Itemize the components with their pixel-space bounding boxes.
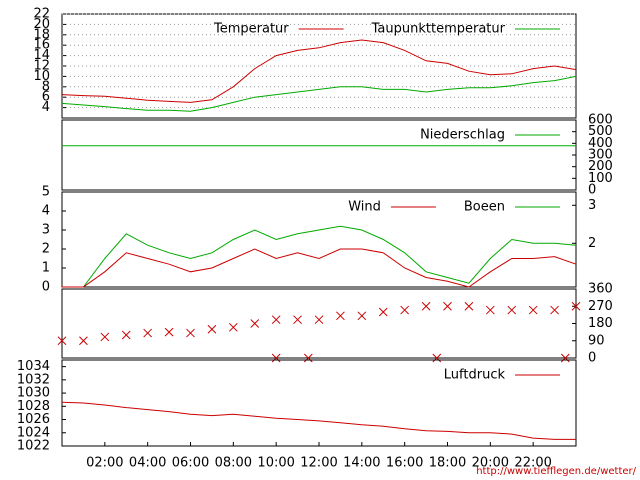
y-tick-label: 8 [42, 79, 50, 94]
scatter-point [250, 319, 260, 328]
y-tick-label: 6 [42, 90, 50, 105]
y2-tick-label: 0 [588, 183, 596, 198]
scatter-point [571, 301, 581, 311]
x-tick-label: 06:00 [172, 456, 209, 471]
series-line [61, 75, 577, 112]
scatter-point [57, 336, 67, 346]
y2-tick-label: 100 [588, 171, 613, 186]
legend-label: Luftdruck [444, 368, 506, 383]
y-tick-label: 22 [33, 7, 50, 22]
scatter-point [485, 305, 495, 315]
y2-tick-label: 0 [588, 351, 596, 366]
scatter-point [432, 353, 442, 363]
scatter-point [293, 315, 302, 325]
scatter-point [443, 301, 452, 311]
x-tick-label: 12:00 [300, 456, 337, 471]
y-tick-label: 16 [33, 38, 50, 53]
y-tick-label: 0 [42, 280, 50, 295]
x-tick-label: 08:00 [215, 456, 252, 471]
y2-tick-label: 270 [588, 299, 613, 314]
legend-label: Niederschlag [420, 128, 505, 143]
scatter-point [121, 330, 131, 340]
y2-tick-label: 500 [588, 124, 613, 139]
scatter-point [228, 322, 238, 332]
scatter-point [400, 305, 410, 315]
scatter-point [164, 327, 174, 337]
series-line [61, 401, 576, 440]
scatter-point [271, 353, 281, 363]
scatter-point [528, 305, 538, 315]
scatter-point [207, 324, 217, 334]
scatter-point [314, 315, 324, 325]
x-tick-label: 02:00 [86, 456, 123, 471]
y2-tick-label: 300 [588, 148, 613, 163]
scatter-point [336, 311, 345, 321]
scatter-point [357, 311, 367, 321]
y2-tick-label: 360 [588, 282, 613, 297]
y-tick-label: 4 [42, 204, 50, 219]
scatter-point [560, 353, 570, 363]
y2-tick-label: 400 [588, 136, 613, 151]
y-tick-label: 1026 [17, 412, 50, 427]
y-tick-label: 20 [33, 17, 50, 32]
y2-tick-label: 200 [588, 159, 613, 174]
scatter-point [550, 305, 559, 315]
y-tick-label: 18 [33, 27, 50, 42]
footer-url: http://www.tiefflegen.de/wetter/ [476, 466, 636, 477]
x-tick-label: 20:00 [472, 456, 509, 471]
y-tick-label: 10 [33, 69, 50, 84]
scatter-point [507, 305, 517, 315]
y-tick-label: 1030 [17, 386, 50, 401]
y2-tick-label: 90 [588, 333, 605, 348]
y-tick-label: 5 [42, 185, 50, 200]
y2-tick-label: 3 [588, 198, 596, 213]
series-line [62, 248, 577, 288]
x-tick-label: 22:00 [514, 456, 551, 471]
x-tick-label: 18:00 [429, 456, 466, 471]
y-tick-label: 1034 [17, 359, 50, 374]
scatter-point [79, 336, 88, 346]
x-tick-label: 10:00 [257, 456, 294, 471]
y-tick-label: 12 [33, 59, 50, 74]
y-tick-label: 3 [42, 223, 50, 238]
y2-tick-label: 2 [588, 236, 596, 251]
series-line [61, 39, 577, 103]
x-tick-label: 16:00 [386, 456, 423, 471]
scatter-point [464, 301, 474, 311]
y-tick-label: 1032 [17, 372, 50, 387]
y-tick-label: 1022 [17, 439, 50, 454]
legend-label: Boeen [464, 200, 505, 215]
x-tick-label: 14:00 [343, 456, 380, 471]
legend-label: Temperatur [213, 22, 289, 37]
scatter-point [421, 301, 431, 311]
y-tick-label: 2 [42, 242, 50, 257]
y-tick-label: 1 [42, 261, 50, 276]
scatter-point [186, 328, 195, 338]
scatter-point [100, 332, 110, 342]
y2-tick-label: 180 [588, 316, 613, 331]
panel-frame [61, 191, 577, 288]
scatter-point [271, 315, 281, 325]
y-tick-label: 1028 [17, 399, 50, 414]
y-tick-label: 1024 [17, 425, 50, 440]
scatter-point [143, 328, 153, 338]
x-tick-label: 04:00 [129, 456, 166, 471]
series-line [62, 225, 577, 288]
legend-label: Wind [348, 200, 381, 215]
y-tick-label: 14 [33, 48, 50, 63]
y2-tick-label: 600 [588, 113, 613, 128]
scatter-point [303, 353, 313, 363]
legend-label: Taupunkttemperatur [371, 22, 506, 37]
y-tick-label: 4 [42, 100, 50, 115]
scatter-point [378, 307, 388, 317]
panel-frame [61, 288, 577, 359]
